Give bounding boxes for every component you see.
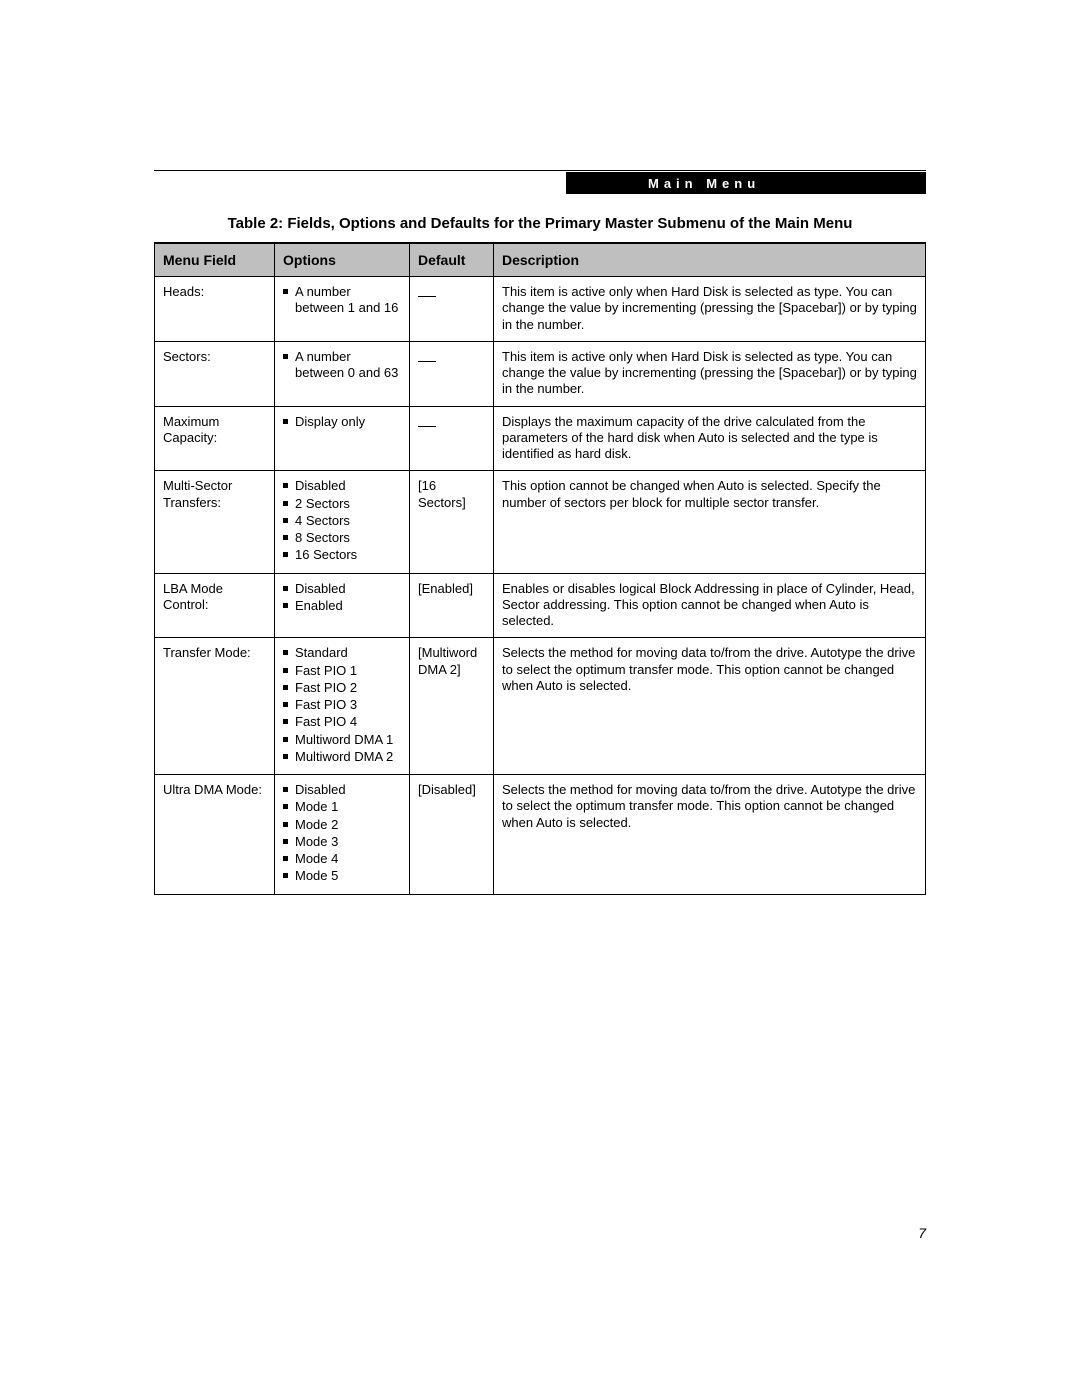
col-header-description: Description bbox=[494, 243, 926, 277]
table-body: Heads:A number between 1 and 16 This item… bbox=[155, 277, 926, 895]
option-item: Multiword DMA 1 bbox=[283, 732, 401, 748]
option-item: Display only bbox=[283, 414, 401, 430]
table-row: Ultra DMA Mode:DisabledMode 1Mode 2Mode … bbox=[155, 775, 926, 895]
cell-description: Selects the method for moving data to/fr… bbox=[494, 638, 926, 775]
option-item: Disabled bbox=[283, 782, 401, 798]
cell-default bbox=[410, 277, 494, 342]
options-list: DisabledMode 1 Mode 2Mode 3Mode 4Mode 5 bbox=[283, 782, 401, 885]
option-item: Standard bbox=[283, 645, 401, 661]
dash-icon bbox=[418, 426, 436, 427]
cell-default: [Disabled] bbox=[410, 775, 494, 895]
cell-menu-field: Transfer Mode: bbox=[155, 638, 275, 775]
dash-icon bbox=[418, 296, 436, 297]
option-item: Fast PIO 1 bbox=[283, 663, 401, 679]
options-list: A number between 0 and 63 bbox=[283, 349, 401, 382]
options-list: Display only bbox=[283, 414, 401, 430]
cell-menu-field: Sectors: bbox=[155, 341, 275, 406]
cell-options: A number between 0 and 63 bbox=[275, 341, 410, 406]
table-row: Transfer Mode:StandardFast PIO 1Fast PIO… bbox=[155, 638, 926, 775]
option-item: Disabled bbox=[283, 581, 401, 597]
page: Main Menu Table 2: Fields, Options and D… bbox=[0, 0, 1080, 1281]
cell-menu-field: Ultra DMA Mode: bbox=[155, 775, 275, 895]
table-row: Maximum Capacity: Display only Displays th… bbox=[155, 406, 926, 471]
cell-description: Displays the maximum capacity of the dri… bbox=[494, 406, 926, 471]
cell-description: This item is active only when Hard Disk … bbox=[494, 341, 926, 406]
options-list: Disabled 2 Sectors4 Sectors8 Sectors16 Se… bbox=[283, 478, 401, 563]
option-item: Fast PIO 3 bbox=[283, 697, 401, 713]
table-row: Multi-Sector Transfers: Disabled 2 Sectors… bbox=[155, 471, 926, 573]
cell-default: [Multiword DMA 2] bbox=[410, 638, 494, 775]
col-header-menu-field: Menu Field bbox=[155, 243, 275, 277]
cell-default: [Enabled] bbox=[410, 573, 494, 638]
cell-description: This item is active only when Hard Disk … bbox=[494, 277, 926, 342]
table-header-row: Menu Field Options Default Description bbox=[155, 243, 926, 277]
option-item: Enabled bbox=[283, 598, 401, 614]
option-item: Mode 3 bbox=[283, 834, 401, 850]
cell-options: DisabledMode 1 Mode 2Mode 3Mode 4Mode 5 bbox=[275, 775, 410, 895]
option-item: 16 Sectors bbox=[283, 547, 401, 563]
cell-default bbox=[410, 406, 494, 471]
option-item: Fast PIO 4 bbox=[283, 714, 401, 730]
table-caption: Table 2: Fields, Options and Defaults fo… bbox=[154, 215, 926, 232]
cell-options: Display only bbox=[275, 406, 410, 471]
options-list: Standard Fast PIO 1Fast PIO 2Fast PIO 3Fa… bbox=[283, 645, 401, 765]
top-rule bbox=[154, 170, 926, 171]
cell-description: Enables or disables logical Block Addres… bbox=[494, 573, 926, 638]
cell-menu-field: LBA Mode Control: bbox=[155, 573, 275, 638]
option-item: Mode 5 bbox=[283, 868, 401, 884]
col-header-options: Options bbox=[275, 243, 410, 277]
table-row: Sectors:A number between 0 and 63 This it… bbox=[155, 341, 926, 406]
cell-menu-field: Heads: bbox=[155, 277, 275, 342]
cell-options: Standard Fast PIO 1Fast PIO 2Fast PIO 3Fa… bbox=[275, 638, 410, 775]
dash-icon bbox=[418, 361, 436, 362]
table-row: Heads:A number between 1 and 16 This item… bbox=[155, 277, 926, 342]
option-item: A number between 1 and 16 bbox=[283, 284, 401, 317]
option-item: 2 Sectors bbox=[283, 496, 401, 512]
options-list: DisabledEnabled bbox=[283, 581, 401, 615]
option-item: A number between 0 and 63 bbox=[283, 349, 401, 382]
option-item: Mode 2 bbox=[283, 817, 401, 833]
option-item: Mode 1 bbox=[283, 799, 401, 815]
table-row: LBA Mode Control:DisabledEnabled[Enabled… bbox=[155, 573, 926, 638]
option-item: Mode 4 bbox=[283, 851, 401, 867]
cell-default: [16 Sectors] bbox=[410, 471, 494, 573]
option-item: Multiword DMA 2 bbox=[283, 749, 401, 765]
cell-options: DisabledEnabled bbox=[275, 573, 410, 638]
options-list: A number between 1 and 16 bbox=[283, 284, 401, 317]
option-item: 8 Sectors bbox=[283, 530, 401, 546]
section-header-bar: Main Menu bbox=[566, 172, 926, 194]
option-item: Fast PIO 2 bbox=[283, 680, 401, 696]
cell-description: Selects the method for moving data to/fr… bbox=[494, 775, 926, 895]
page-number: 7 bbox=[154, 1225, 926, 1281]
cell-menu-field: Maximum Capacity: bbox=[155, 406, 275, 471]
cell-menu-field: Multi-Sector Transfers: bbox=[155, 471, 275, 573]
section-header-label: Main Menu bbox=[648, 176, 760, 191]
cell-description: This option cannot be changed when Auto … bbox=[494, 471, 926, 573]
cell-default bbox=[410, 341, 494, 406]
cell-options: Disabled 2 Sectors4 Sectors8 Sectors16 Se… bbox=[275, 471, 410, 573]
settings-table: Menu Field Options Default Description H… bbox=[154, 242, 926, 895]
cell-options: A number between 1 and 16 bbox=[275, 277, 410, 342]
col-header-default: Default bbox=[410, 243, 494, 277]
option-item: Disabled bbox=[283, 478, 401, 494]
option-item: 4 Sectors bbox=[283, 513, 401, 529]
